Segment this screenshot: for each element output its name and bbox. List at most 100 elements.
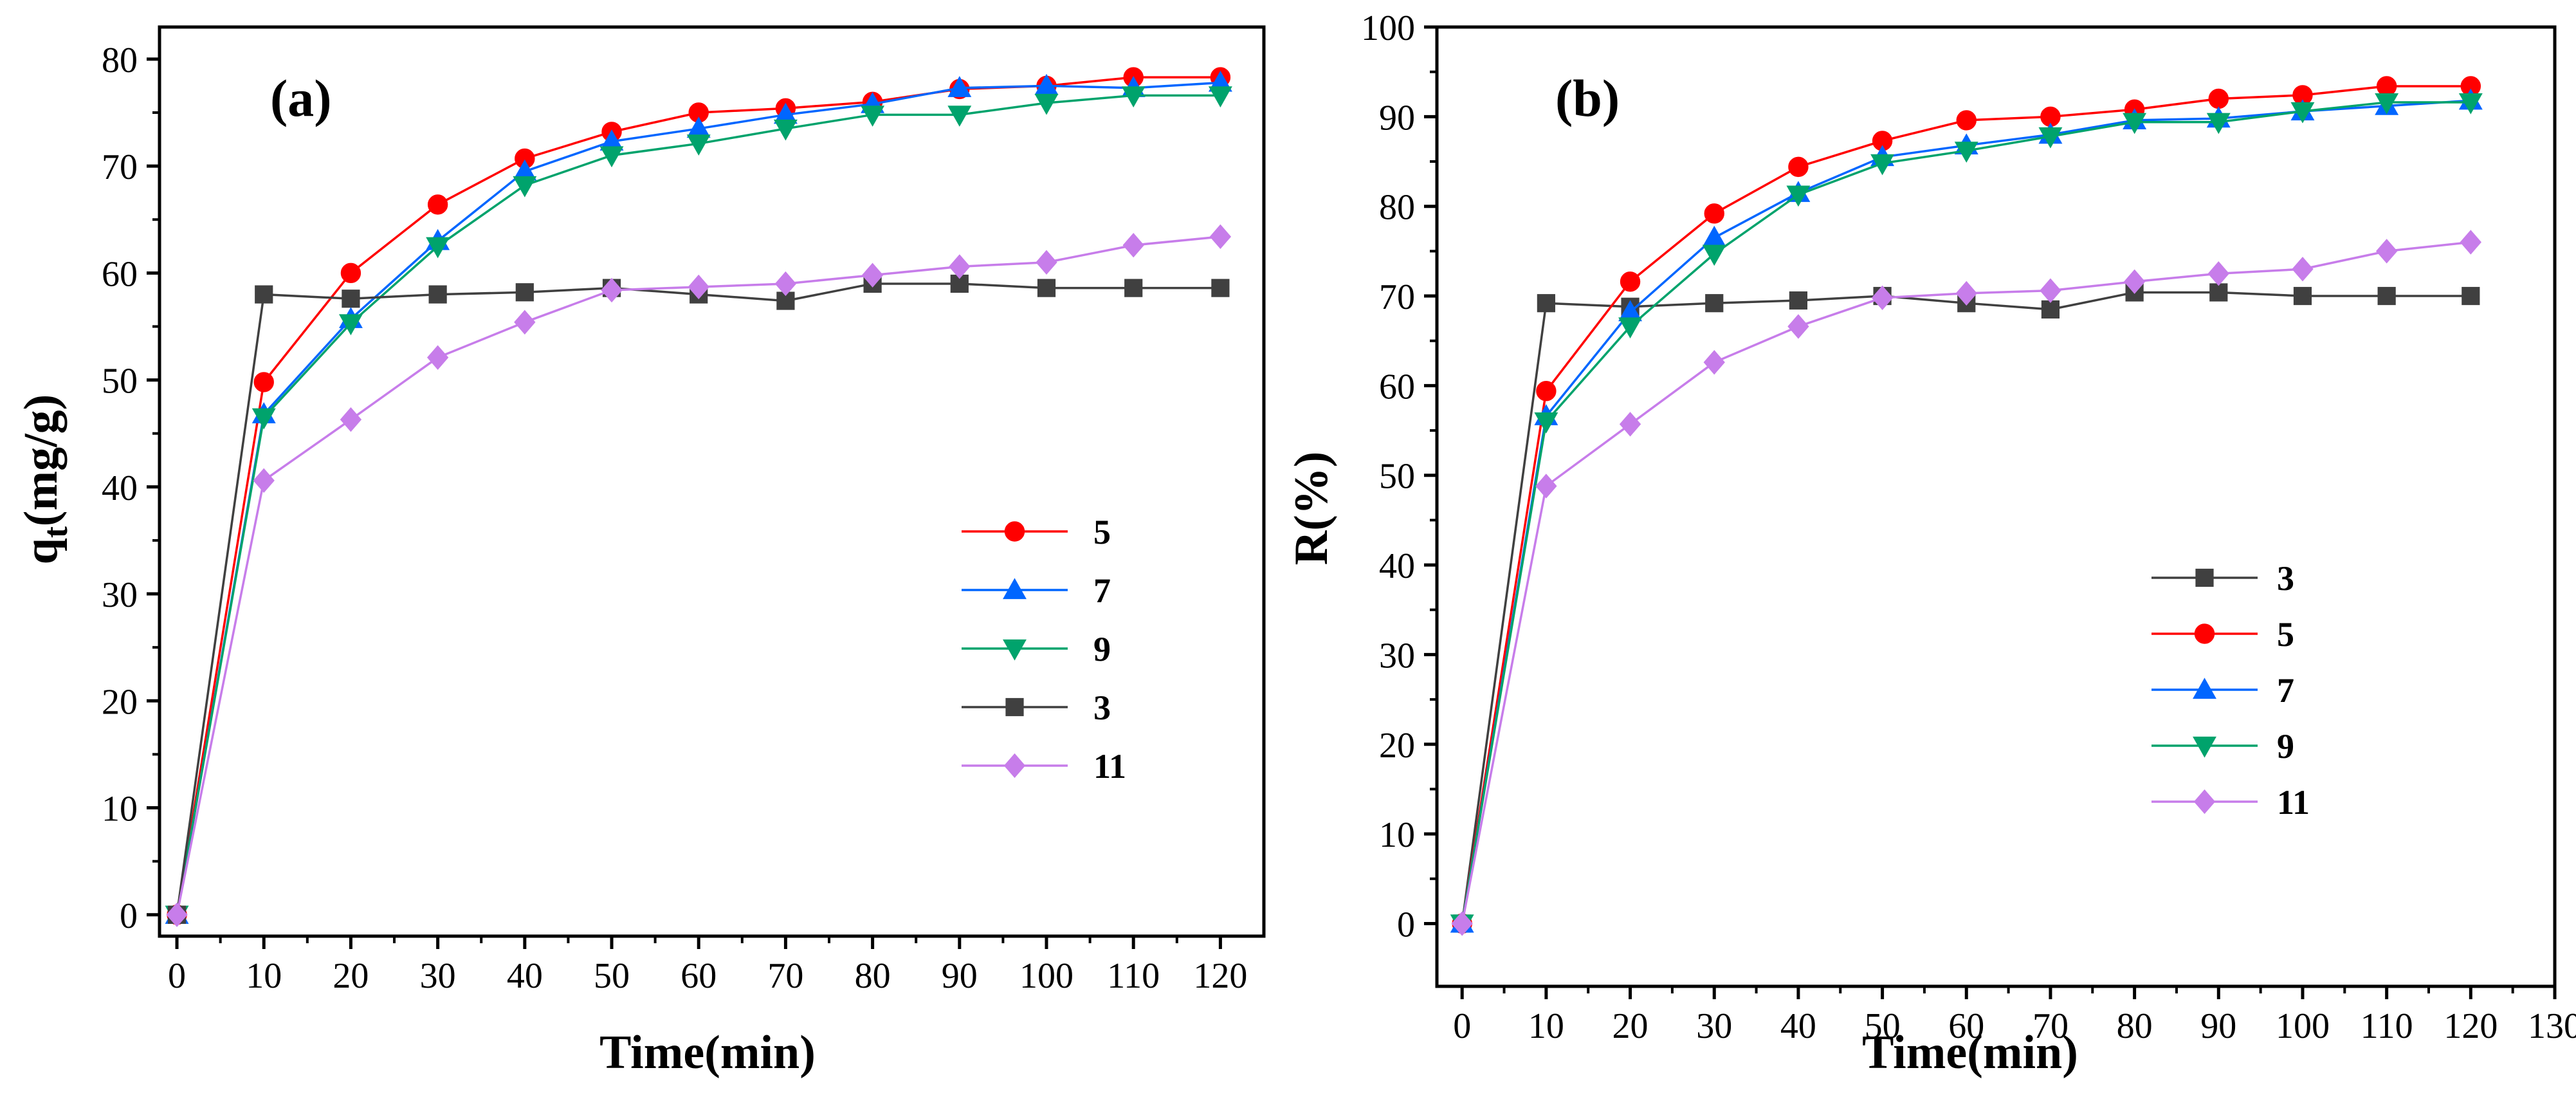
series-b-11 <box>1451 230 2481 936</box>
x-tick-label-b: 10 <box>1528 1006 1564 1046</box>
x-tick-label-a: 20 <box>333 956 369 996</box>
series-b-5 <box>1452 76 2481 934</box>
legend-a: 5 7 9 3 11 <box>962 513 1126 786</box>
legend-label-b-7: 7 <box>2277 671 2294 710</box>
legend-marker-a-5 <box>1004 521 1025 542</box>
series-line-b-5 <box>1461 85 2471 924</box>
y-axis-title-b: R(%) <box>1285 452 1338 566</box>
x-tick-label-a: 0 <box>168 956 186 996</box>
y-tick-label-a: 80 <box>102 41 138 80</box>
data-point-b-9 <box>2038 127 2063 149</box>
data-point-a-7 <box>947 76 972 97</box>
series-line-b-9 <box>1461 101 2471 924</box>
data-point-a-9 <box>338 314 363 336</box>
y-tick-label-a: 0 <box>120 896 138 936</box>
data-point-b-5 <box>2208 88 2229 109</box>
y-tick-label-b: 30 <box>1379 636 1415 676</box>
x-tick-label-b: 110 <box>2361 1006 2413 1046</box>
series-b-7 <box>1450 88 2483 933</box>
legend-marker-b-9 <box>2193 736 2216 758</box>
data-point-b-11 <box>1871 285 1894 310</box>
legend-label-b-11: 11 <box>2277 783 2310 822</box>
x-tick-label-a: 100 <box>1019 956 1073 996</box>
data-point-b-9 <box>1618 317 1643 339</box>
plot-frame-a <box>158 25 1266 938</box>
x-tick-label-b: 130 <box>2528 1006 2576 1046</box>
data-point-a-3 <box>515 283 534 302</box>
data-point-b-3 <box>2209 283 2228 302</box>
data-point-a-11 <box>1036 250 1057 275</box>
data-point-b-9 <box>2123 113 2147 134</box>
x-tick-label-b: 20 <box>1612 1006 1649 1046</box>
y-tick-label-b: 10 <box>1379 815 1415 855</box>
legend-label-a-7: 7 <box>1093 571 1111 610</box>
data-point-b-9 <box>2375 93 2399 115</box>
data-point-b-9 <box>2206 113 2231 134</box>
legend-label-a-5: 5 <box>1093 513 1111 551</box>
panel-label-b: (b) <box>1555 69 1620 127</box>
data-point-a-11 <box>949 254 971 279</box>
data-point-a-3 <box>1124 279 1143 297</box>
x-tick-label-b: 120 <box>2444 1006 2498 1046</box>
data-point-b-11 <box>1955 281 1977 306</box>
y-tick-label-a: 70 <box>102 147 138 187</box>
data-point-a-9 <box>686 134 711 156</box>
series-a-7 <box>165 70 1232 924</box>
x-tick-label-b: 40 <box>1780 1006 1816 1046</box>
data-point-b-5 <box>1788 156 1809 178</box>
x-axis-title-b: Time(min) <box>1862 1026 2078 1079</box>
x-tick-label-a: 110 <box>1107 956 1160 996</box>
x-tick-label-b: 0 <box>1453 1006 1471 1046</box>
data-point-b-5 <box>1956 110 1977 131</box>
legend-marker-b-7 <box>2193 678 2216 699</box>
data-point-b-9 <box>1786 185 1811 207</box>
data-point-b-9 <box>2458 93 2483 115</box>
data-point-a-11 <box>1209 224 1232 249</box>
data-point-b-11 <box>2375 239 2398 264</box>
panel-label-a: (a) <box>270 69 332 127</box>
x-tick-label-b: 60 <box>1948 1006 1984 1046</box>
x-tick-label-a: 120 <box>1193 956 1247 996</box>
legend-marker-a-11 <box>1003 753 1026 779</box>
x-tick-label-a: 40 <box>507 956 543 996</box>
data-point-a-5 <box>340 263 361 284</box>
series-a-11 <box>166 224 1232 927</box>
x-tick-label-b: 30 <box>1696 1006 1732 1046</box>
panel-b-chart: 0 10 20 30 40 50 60 70 80 90 100 110 120 130 0 10 20 30 40… <box>1285 8 2576 1079</box>
y-tick-label-b: 20 <box>1379 726 1415 766</box>
data-point-b-11 <box>1787 314 1809 339</box>
data-point-b-11 <box>2207 261 2229 286</box>
series-line-a-9 <box>176 94 1221 916</box>
data-point-b-9 <box>2290 102 2315 124</box>
data-point-b-5 <box>1620 272 1641 292</box>
data-point-b-3 <box>2462 286 2480 306</box>
legend-label-a-3: 3 <box>1093 688 1111 727</box>
data-point-a-11 <box>601 277 623 303</box>
legend-marker-b-3 <box>2195 568 2214 587</box>
y-tick-label-b: 70 <box>1379 277 1415 317</box>
legend-label-b-3: 3 <box>2277 559 2294 598</box>
y-tick-label-b: 40 <box>1379 546 1415 586</box>
data-point-a-11 <box>688 274 709 300</box>
data-point-a-9 <box>1121 86 1146 108</box>
x-tick-label-a: 90 <box>942 956 978 996</box>
x-axis-title-a: Time(min) <box>599 1026 816 1079</box>
data-point-b-3 <box>1705 294 1724 313</box>
data-point-a-9 <box>599 146 624 168</box>
data-point-b-11 <box>2040 278 2061 303</box>
y-tick-label-a: 30 <box>102 575 138 615</box>
data-point-a-11 <box>861 263 884 288</box>
series-line-b-7 <box>1461 99 2471 924</box>
data-point-b-3 <box>1537 294 1555 313</box>
data-point-b-3 <box>2041 300 2060 319</box>
legend-b: 3 5 7 9 11 <box>2151 559 2310 822</box>
y-tick-label-b: 50 <box>1379 457 1415 497</box>
data-point-b-3 <box>2293 286 2312 306</box>
data-point-a-5 <box>253 372 274 392</box>
x-tick-label-b: 90 <box>2200 1006 2236 1046</box>
data-point-a-9 <box>426 237 450 259</box>
panel-a-chart: 0 10 20 30 40 50 60 70 80 90 100 110 120 0 10 20 30 40 50 6… <box>15 25 1266 1079</box>
series-b-9 <box>1450 93 2483 936</box>
legend-marker-a-3 <box>1005 697 1024 717</box>
